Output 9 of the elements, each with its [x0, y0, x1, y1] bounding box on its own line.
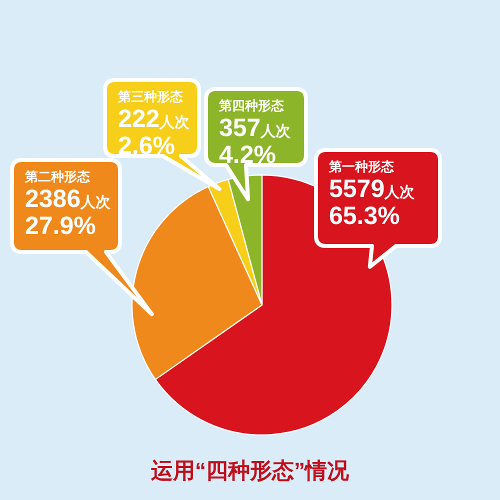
slice-label: 第一种形态 — [328, 159, 395, 174]
data-label: 222人次 2.6% — [118, 105, 191, 160]
data-label: 2386人次 27.9% — [25, 185, 112, 240]
slice-label: 第四种形态 — [218, 98, 285, 113]
data-label: 357人次 4.2% — [219, 114, 292, 169]
slice-label: 第二种形态 — [24, 169, 91, 184]
slice-label: 第三种形态 — [117, 89, 184, 104]
data-label: 5579人次 65.3% — [329, 175, 416, 230]
text: 运用“四种形态”情况 — [150, 458, 350, 483]
